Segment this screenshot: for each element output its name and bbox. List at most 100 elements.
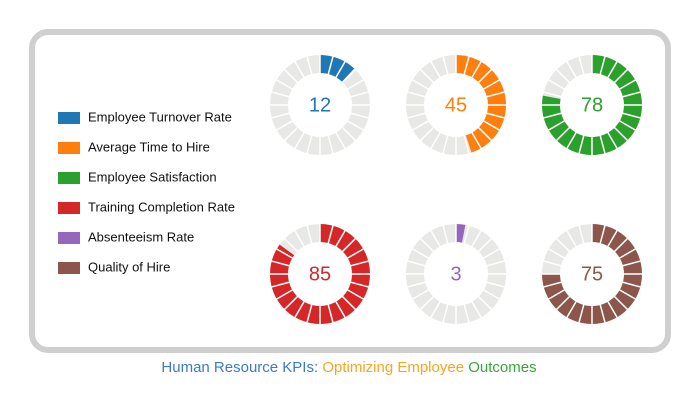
segment-divider <box>346 78 365 91</box>
segment-divider <box>578 55 585 76</box>
segment-divider <box>442 303 449 324</box>
segment-divider <box>341 126 357 142</box>
segment-divider <box>555 68 571 84</box>
segment-divider <box>555 295 571 311</box>
segment-divider <box>621 91 642 98</box>
legend-label: Employee Satisfaction <box>88 169 217 184</box>
segment-divider <box>429 229 442 248</box>
legend-swatch <box>58 142 80 154</box>
segment-divider <box>578 134 585 155</box>
segment-divider <box>621 281 642 288</box>
segment-divider <box>334 229 347 248</box>
segment-divider <box>275 247 294 260</box>
segment-divider <box>429 131 442 150</box>
segment-divider <box>613 295 629 311</box>
segment-divider <box>547 119 566 132</box>
legend-swatch <box>58 202 80 214</box>
segment-divider <box>293 229 306 248</box>
segment-divider <box>283 68 299 84</box>
segment-divider <box>349 281 370 288</box>
segment-divider <box>419 237 435 253</box>
segment-divider <box>542 260 563 267</box>
segment-divider <box>327 224 334 245</box>
segment-divider <box>429 300 442 319</box>
segment-divider <box>283 126 299 142</box>
segment-divider <box>555 126 571 142</box>
segment-divider <box>463 224 470 245</box>
segment-divider <box>606 300 619 319</box>
segment-divider <box>275 288 294 301</box>
segment-divider <box>306 55 313 76</box>
segment-divider <box>327 55 334 76</box>
segment-divider <box>599 134 606 155</box>
segment-divider <box>293 131 306 150</box>
segment-divider <box>306 134 313 155</box>
segment-divider <box>283 237 299 253</box>
legend-label: Employee Turnover Rate <box>88 109 232 124</box>
segment-divider <box>482 288 501 301</box>
gauge-value: 78 <box>581 94 603 116</box>
segment-divider <box>547 247 566 260</box>
segment-divider <box>547 78 566 91</box>
segment-divider <box>419 126 435 142</box>
segment-divider <box>341 68 357 84</box>
segment-divider <box>306 303 313 324</box>
segment-divider <box>275 119 294 132</box>
segment-divider <box>613 68 629 84</box>
gauge-value: 3 <box>450 263 461 285</box>
segment-divider <box>618 247 637 260</box>
segment-divider <box>565 60 578 79</box>
segment-divider <box>599 224 606 245</box>
segment-divider <box>482 78 501 91</box>
chart-title: Human Resource KPIs: Optimizing Employee… <box>161 359 536 376</box>
segment-divider <box>621 112 642 119</box>
legend-label: Absenteeism Rate <box>88 229 194 244</box>
segment-divider <box>599 55 606 76</box>
chart-frame <box>29 29 671 353</box>
segment-divider <box>470 229 483 248</box>
segment-divider <box>293 300 306 319</box>
legend-swatch <box>58 262 80 274</box>
segment-divider <box>349 112 370 119</box>
gauge-fill <box>456 55 506 153</box>
segment-divider <box>463 134 470 155</box>
legend-label: Average Time to Hire <box>88 139 210 154</box>
segment-divider <box>270 281 291 288</box>
segment-divider <box>470 131 483 150</box>
segment-divider <box>411 78 430 91</box>
segment-divider <box>346 288 365 301</box>
segment-divider <box>429 60 442 79</box>
segment-divider <box>406 260 427 267</box>
segment-divider <box>411 119 430 132</box>
gauge-value: 85 <box>309 263 331 285</box>
segment-divider <box>482 247 501 260</box>
segment-divider <box>270 112 291 119</box>
segment-divider <box>613 126 629 142</box>
segment-divider <box>621 260 642 267</box>
segment-divider <box>470 60 483 79</box>
title-part: Human Resource KPIs: <box>161 359 318 376</box>
segment-divider <box>283 295 299 311</box>
segment-divider <box>485 281 506 288</box>
segment-divider <box>477 237 493 253</box>
segment-divider <box>406 112 427 119</box>
title-part: Outcomes <box>468 359 536 376</box>
legend-label: Training Completion Rate <box>88 199 235 214</box>
segment-divider <box>470 300 483 319</box>
segment-divider <box>477 295 493 311</box>
segment-divider <box>346 119 365 132</box>
segment-divider <box>341 237 357 253</box>
segment-divider <box>477 126 493 142</box>
segment-divider <box>442 55 449 76</box>
segment-divider <box>463 303 470 324</box>
legend-swatch <box>58 112 80 124</box>
segment-divider <box>463 55 470 76</box>
segment-divider <box>270 91 291 98</box>
segment-divider <box>349 91 370 98</box>
segment-divider <box>327 303 334 324</box>
segment-divider <box>419 68 435 84</box>
gauge-value: 75 <box>581 263 603 285</box>
title-part: Optimizing Employee <box>322 359 464 376</box>
legend-swatch <box>58 172 80 184</box>
segment-divider <box>270 260 291 267</box>
